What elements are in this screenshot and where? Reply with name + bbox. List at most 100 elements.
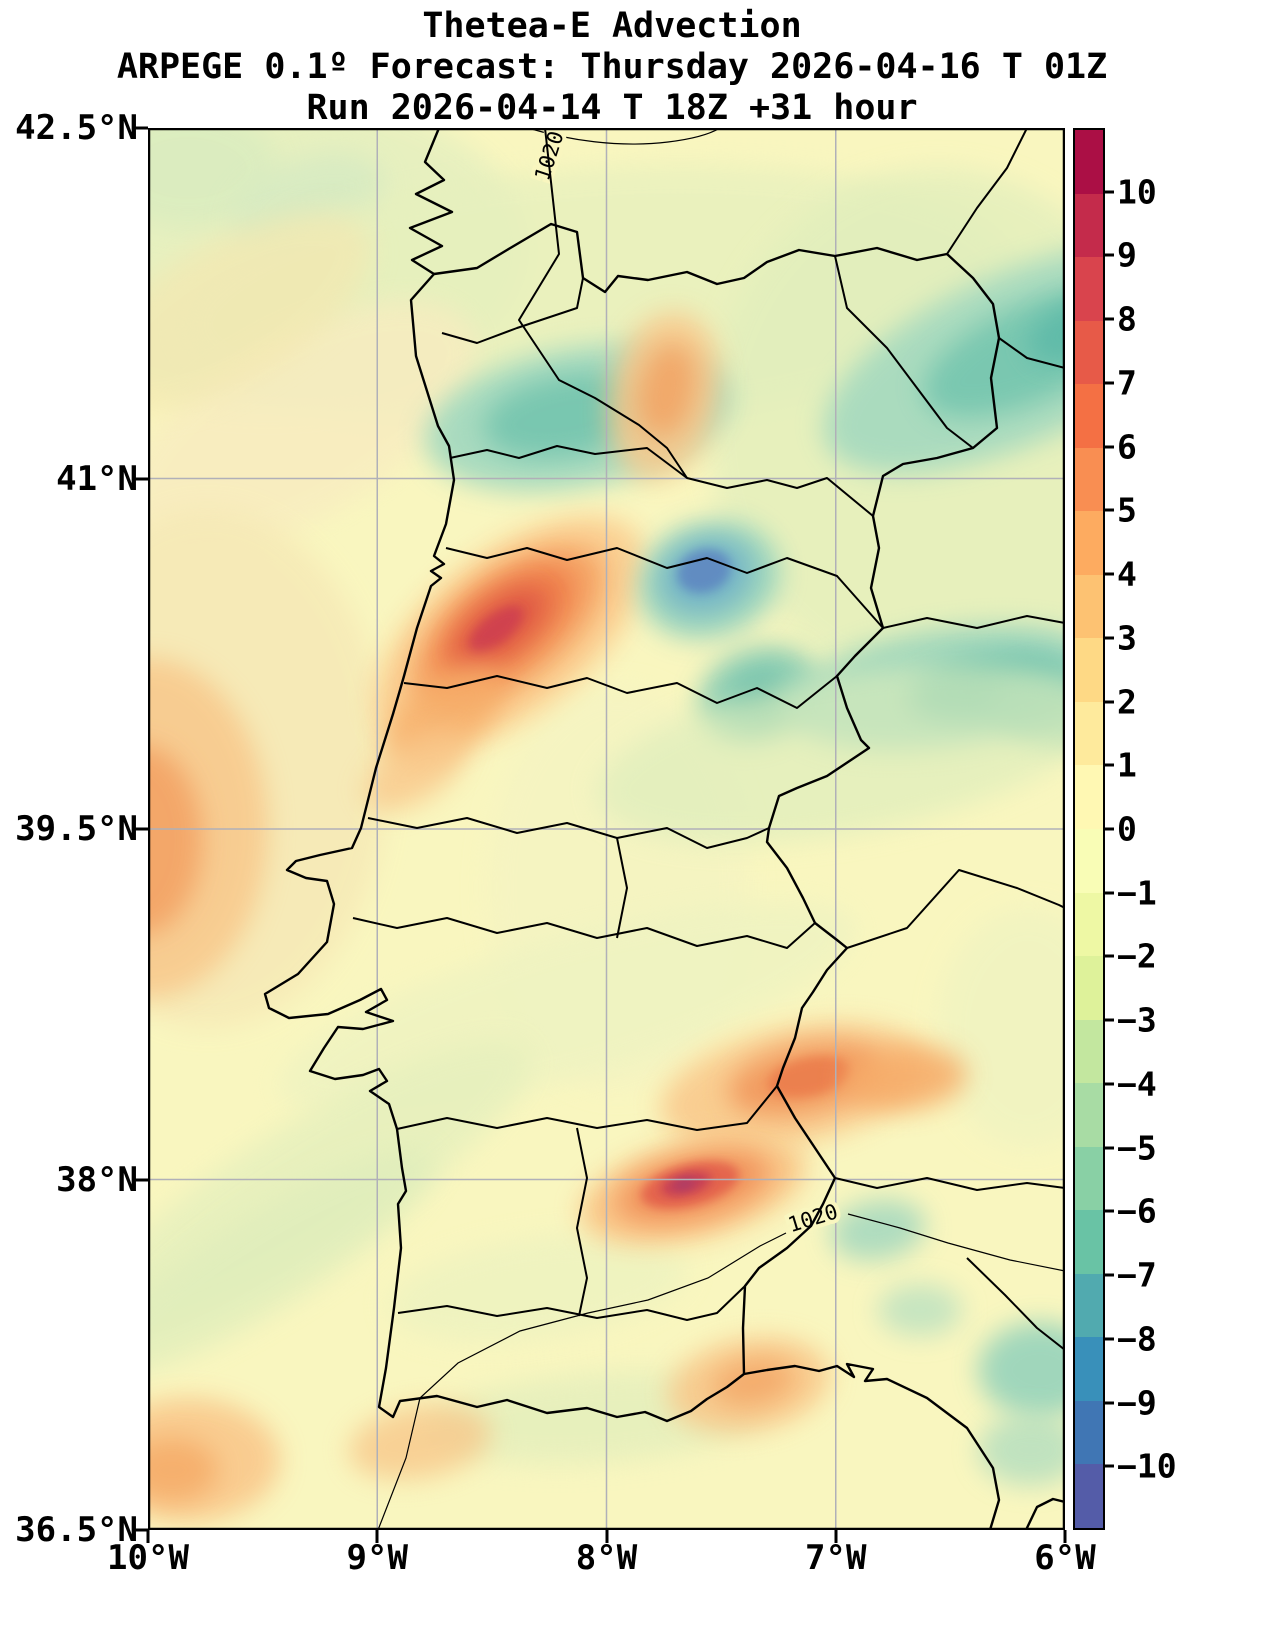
- latitude-tick-label: 42.5°N: [15, 108, 138, 148]
- colorbar-segment: [1075, 1019, 1103, 1084]
- latitude-tick-mark: [135, 1178, 148, 1181]
- admin-boundary-line: [576, 1127, 588, 1317]
- admin-boundary-line: [397, 1285, 746, 1321]
- advection-field-blob: [637, 342, 697, 438]
- colorbar-tick-label: 0: [1117, 809, 1137, 849]
- colorbar-tick-mark: [1105, 827, 1114, 831]
- advection-field-blob: [596, 662, 1065, 844]
- colorbar-segment: [1075, 1337, 1103, 1402]
- colorbar-tick-mark: [1105, 1082, 1114, 1086]
- country-border-line: [433, 222, 1001, 1375]
- admin-boundary-line: [449, 445, 874, 517]
- colorbar-segment: [1075, 701, 1103, 766]
- advection-field-blob: [148, 1149, 435, 1377]
- colorbar-tick-mark: [1105, 1464, 1114, 1468]
- advection-field-blob: [978, 1322, 1065, 1418]
- colorbar-tick-mark: [1105, 445, 1114, 449]
- latitude-tick-label: 39.5°N: [15, 809, 138, 849]
- colorbar-segment: [1075, 193, 1103, 258]
- colorbar-tick-mark: [1105, 1401, 1114, 1405]
- longitude-tick-mark: [1063, 1530, 1067, 1543]
- isobar-1020-line: [377, 1232, 787, 1530]
- admin-boundary-line: [352, 917, 816, 949]
- title-line-2: ARPEGE 0.1º Forecast: Thursday 2026-04-1…: [116, 47, 1108, 87]
- advection-field-blob: [830, 1199, 926, 1261]
- colorbar-tick-mark: [1105, 891, 1114, 895]
- colorbar-segment: [1075, 1273, 1103, 1338]
- colorbar-tick-label: 3: [1117, 618, 1137, 658]
- colorbar-tick-label: −2: [1117, 936, 1157, 976]
- colorbar-tick-mark: [1105, 1337, 1114, 1341]
- advection-field-blob: [148, 212, 371, 414]
- colorbar-tick-label: 9: [1117, 235, 1137, 275]
- colorbar-segment: [1075, 829, 1103, 894]
- colorbar-segment: [1075, 1083, 1103, 1148]
- latitude-tick-label: 41°N: [56, 458, 138, 499]
- advection-field-blob: [878, 1284, 962, 1336]
- colorbar-tick-label: −5: [1117, 1128, 1157, 1168]
- colorbar-segment: [1075, 257, 1103, 322]
- latitude-tick-mark: [135, 827, 148, 831]
- colorbar-segment: [1075, 1210, 1103, 1275]
- admin-boundary-line: [966, 1257, 1065, 1351]
- latitude-tick-label: 38°N: [56, 1159, 138, 1200]
- colorbar-tick-mark: [1105, 317, 1114, 321]
- admin-boundary-line: [834, 255, 974, 449]
- colorbar-segment: [1075, 447, 1103, 512]
- longitude-tick-mark: [146, 1530, 150, 1543]
- colorbar-segment: [1075, 638, 1103, 703]
- title-line-1: Thetea-E Advection: [422, 6, 802, 46]
- colorbar-tick-mark: [1105, 381, 1114, 385]
- colorbar-segment: [1075, 956, 1103, 1021]
- colorbar-tick-label: −7: [1117, 1255, 1157, 1295]
- colorbar-tick-label: −3: [1117, 1000, 1157, 1040]
- latitude-tick-mark: [135, 477, 148, 480]
- colorbar-tick-label: 1: [1117, 745, 1137, 785]
- admin-boundary-line: [445, 547, 884, 629]
- colorbar-segment: [1075, 892, 1103, 957]
- colorbar-tick-mark: [1105, 253, 1114, 257]
- isobar-1020-line: [527, 128, 721, 145]
- longitude-tick-label: 7°W: [805, 1538, 867, 1578]
- colorbar-tick-mark: [1105, 1018, 1114, 1022]
- latitude-tick-label: 36.5°N: [15, 1510, 138, 1550]
- colorbar-tick-label: 6: [1117, 427, 1137, 467]
- advection-field-blob: [673, 1178, 695, 1190]
- coastline: [263, 128, 1001, 1530]
- admin-boundary-line: [403, 675, 838, 709]
- colorbar-segment: [1075, 1146, 1103, 1211]
- colorbar-tick-label: 8: [1117, 299, 1137, 339]
- colorbar-segment: [1075, 320, 1103, 385]
- advection-field-blob: [148, 745, 202, 935]
- longitude-tick-label: 9°W: [346, 1538, 408, 1578]
- longitude-tick-mark: [605, 1530, 608, 1543]
- colorbar-tick-mark: [1105, 572, 1114, 576]
- longitude-tick-label: 8°W: [575, 1538, 638, 1578]
- colorbar-segment: [1075, 511, 1103, 576]
- advection-field-blob: [843, 1045, 967, 1111]
- advection-field-blob: [148, 301, 477, 555]
- colorbar-tick-label: −6: [1117, 1191, 1157, 1231]
- plot-frame: [148, 128, 1065, 1530]
- colorbar-segment: [1075, 574, 1103, 639]
- advection-field-blob: [677, 549, 731, 593]
- chart-title-block: Thetea-E Advection ARPEGE 0.1º Forecast:…: [0, 6, 1224, 129]
- colorbar: [1073, 128, 1105, 1530]
- admin-boundary-line: [946, 128, 1028, 255]
- advection-field-blob: [348, 1404, 492, 1480]
- admin-boundary-line: [882, 615, 1065, 629]
- advection-field-blob: [767, 1056, 851, 1098]
- admin-boundary-line: [518, 128, 688, 479]
- colorbar-tick-label: −4: [1117, 1064, 1157, 1104]
- colorbar-tick-mark: [1105, 636, 1114, 640]
- colorbar-tick-mark: [1105, 190, 1114, 194]
- colorbar-tick-label: −10: [1117, 1446, 1177, 1486]
- longitude-tick-mark: [834, 1530, 838, 1543]
- colorbar-tick-mark: [1105, 1273, 1114, 1277]
- colorbar-segment: [1075, 765, 1103, 830]
- longitude-tick-label: 6°W: [1034, 1538, 1096, 1578]
- admin-boundary-line: [616, 837, 628, 939]
